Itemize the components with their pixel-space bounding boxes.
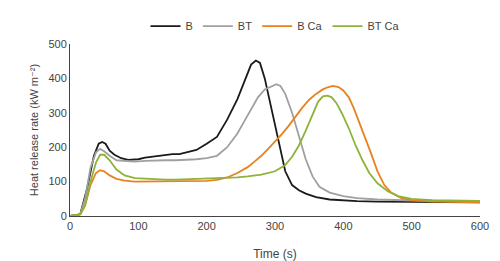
svg-text:B: B [186, 20, 193, 32]
svg-text:BT: BT [238, 20, 252, 32]
svg-text:400: 400 [334, 220, 352, 232]
svg-text:200: 200 [48, 141, 66, 153]
svg-text:400: 400 [48, 72, 66, 84]
svg-text:300: 300 [48, 107, 66, 119]
svg-text:100: 100 [48, 175, 66, 187]
svg-text:500: 500 [48, 38, 66, 50]
svg-text:B Ca: B Ca [297, 20, 322, 32]
svg-text:100: 100 [129, 220, 147, 232]
svg-text:200: 200 [197, 220, 215, 232]
svg-text:BT Ca: BT Ca [368, 20, 400, 32]
svg-text:500: 500 [402, 220, 420, 232]
svg-text:Heat release rate (kW m⁻²): Heat release rate (kW m⁻²) [28, 64, 40, 196]
svg-text:Time (s): Time (s) [253, 247, 297, 261]
svg-text:0: 0 [67, 220, 73, 232]
svg-text:0: 0 [61, 210, 67, 222]
svg-text:600: 600 [471, 220, 489, 232]
svg-text:300: 300 [266, 220, 284, 232]
